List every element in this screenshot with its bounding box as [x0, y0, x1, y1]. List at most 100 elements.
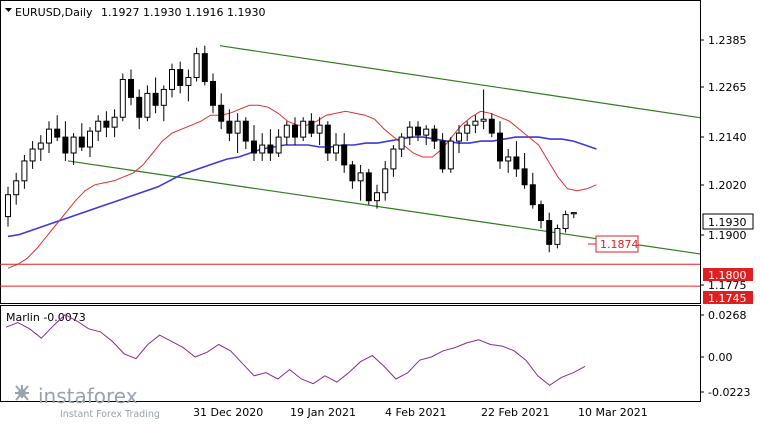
candle-bearish[interactable] — [226, 120, 233, 134]
candle-bearish[interactable] — [341, 144, 348, 166]
candle-bullish[interactable] — [119, 78, 126, 118]
candle-bearish[interactable] — [521, 168, 528, 186]
candle-bearish[interactable] — [242, 120, 249, 142]
candle-bullish[interactable] — [554, 227, 561, 245]
candle-bullish[interactable] — [505, 156, 512, 162]
candle-bullish[interactable] — [562, 214, 569, 229]
candle-bearish[interactable] — [415, 126, 421, 136]
menu-triangle-icon[interactable] — [5, 8, 12, 12]
candle-bullish[interactable] — [283, 124, 290, 138]
candle-bearish[interactable] — [201, 53, 208, 82]
candle-bullish[interactable] — [169, 69, 175, 90]
candle-bearish[interactable] — [324, 124, 331, 154]
candle-bullish[interactable] — [87, 130, 93, 148]
instaforex-logo-icon — [15, 385, 29, 401]
candle-bearish[interactable] — [308, 120, 315, 134]
candle-bullish[interactable] — [193, 53, 200, 78]
candle-bullish[interactable] — [37, 142, 44, 150]
candle-bullish[interactable] — [46, 128, 52, 144]
candle-bearish[interactable] — [497, 132, 503, 162]
indicator-plot-frame — [0, 305, 701, 402]
candle-bullish[interactable] — [275, 136, 282, 154]
candle-bullish[interactable] — [95, 120, 102, 132]
candle-bullish[interactable] — [160, 88, 167, 106]
annotation-value: 1.1874 — [600, 238, 639, 251]
time-label-2: 19 Jan 2021 — [290, 406, 356, 419]
candle-bullish[interactable] — [111, 116, 118, 128]
time-label-4: 22 Feb 2021 — [481, 406, 549, 419]
candle-bullish[interactable] — [570, 212, 577, 215]
candle-bullish[interactable] — [259, 144, 266, 154]
candle-bearish[interactable] — [349, 164, 356, 182]
price-tick-6: 1.1775 — [708, 279, 747, 292]
candle-bullish[interactable] — [390, 148, 397, 170]
candle-bearish[interactable] — [431, 128, 438, 142]
candle-bearish[interactable] — [103, 120, 110, 128]
candle-bearish[interactable] — [365, 172, 372, 202]
candle-bullish[interactable] — [374, 192, 380, 202]
candle-bearish[interactable] — [538, 204, 544, 222]
candle-bearish[interactable] — [177, 69, 184, 86]
candle-bullish[interactable] — [300, 120, 307, 138]
candle-bullish[interactable] — [144, 92, 151, 118]
candle-bearish[interactable] — [529, 184, 536, 206]
candle-bullish[interactable] — [316, 124, 323, 134]
candle-bearish[interactable] — [78, 136, 85, 148]
candle-bullish[interactable] — [398, 136, 405, 150]
candle-bullish[interactable] — [21, 160, 28, 182]
candle-bearish[interactable] — [439, 140, 446, 170]
candle-bearish[interactable] — [292, 124, 298, 138]
candle-bullish[interactable] — [423, 128, 430, 136]
candle-bearish[interactable] — [251, 140, 257, 154]
candle-bearish[interactable] — [128, 78, 134, 98]
candle-bearish[interactable] — [152, 92, 159, 106]
candle-bearish[interactable] — [488, 118, 495, 134]
indicator-tick-top: 0.0268 — [708, 309, 747, 322]
level-badge-1-1745 — [703, 291, 753, 304]
candle-bullish[interactable] — [447, 140, 454, 170]
candle-bearish[interactable] — [62, 136, 69, 154]
watermark-brand: instaforex — [38, 384, 138, 408]
candle-bullish[interactable] — [5, 194, 11, 218]
candle-bullish[interactable] — [406, 126, 413, 138]
channel-lower-trendline[interactable] — [67, 160, 701, 255]
channel-upper-trendline[interactable] — [219, 45, 701, 119]
candle-bullish[interactable] — [456, 132, 462, 142]
candle-bearish[interactable] — [210, 80, 216, 106]
price-tick-2: 1.2265 — [708, 81, 747, 94]
candle-bullish[interactable] — [29, 148, 36, 162]
candle-bullish[interactable] — [333, 144, 339, 154]
candle-bearish[interactable] — [546, 220, 553, 245]
candle-bearish[interactable] — [218, 104, 225, 122]
marlin-oscillator-line — [5, 314, 586, 386]
candle-bearish[interactable] — [136, 96, 143, 118]
candle-bullish[interactable] — [472, 120, 479, 126]
candle-bullish[interactable] — [382, 168, 389, 194]
time-axis[interactable]: 31 Dec 2020 19 Jan 2021 4 Feb 2021 22 Fe… — [193, 406, 648, 419]
price-tick-3: 1.2140 — [708, 131, 747, 144]
current-price-badge — [702, 213, 754, 230]
candle-bullish[interactable] — [464, 124, 471, 134]
price-tick-5: 1.1900 — [708, 229, 747, 242]
symbol-label: EURUSD,Daily — [15, 6, 93, 19]
candle-bullish[interactable] — [480, 118, 487, 122]
candle-bullish[interactable] — [357, 172, 364, 182]
candle-bearish[interactable] — [267, 144, 274, 154]
price-axis[interactable]: 1.2385 1.2265 1.2140 1.2020 1.1900 1.177… — [700, 34, 754, 305]
candle-bullish[interactable] — [185, 76, 192, 86]
indicator-axis[interactable]: 0.0268 0.00 -0.0223 — [700, 309, 750, 399]
time-label-3: 4 Feb 2021 — [385, 406, 446, 419]
candle-bearish[interactable] — [513, 156, 520, 170]
price-tick-1: 1.2385 — [708, 34, 747, 47]
watermark-tagline: Instant Forex Trading — [60, 409, 160, 420]
watermark: instaforex Instant Forex Trading — [15, 384, 160, 420]
indicator-tick-bottom: -0.0223 — [708, 386, 750, 399]
time-label-5: 10 Mar 2021 — [578, 406, 648, 419]
candle-bearish[interactable] — [54, 128, 61, 138]
ohlc-label: 1.1927 1.1930 1.1916 1.1930 — [101, 6, 265, 19]
price-annotation[interactable]: 1.1874 — [588, 235, 639, 253]
candle-bullish[interactable] — [234, 120, 241, 134]
candle-bullish[interactable] — [70, 136, 77, 154]
candle-bullish[interactable] — [13, 180, 20, 196]
